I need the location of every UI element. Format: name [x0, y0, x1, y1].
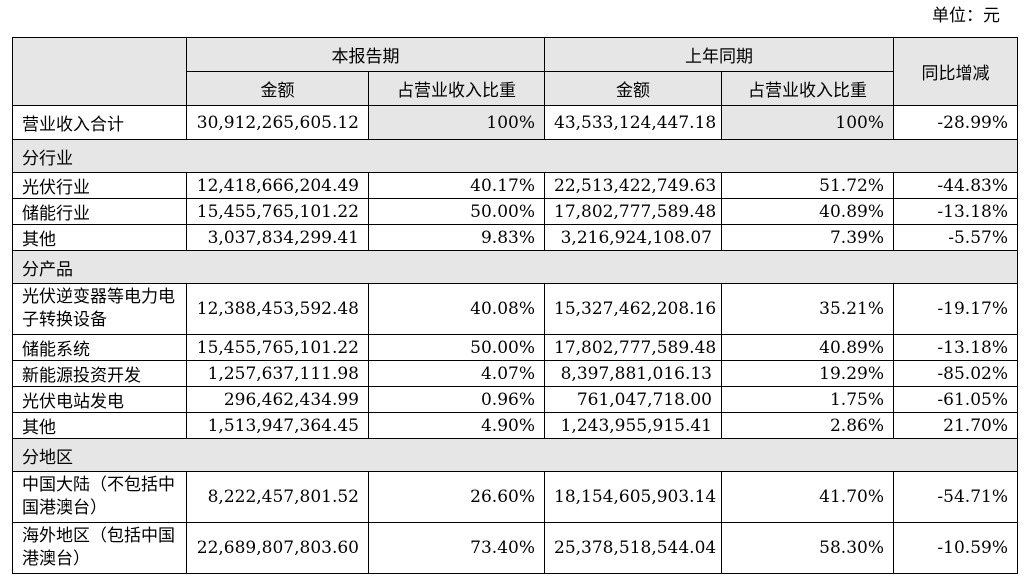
header-cur-amount: 金额: [186, 71, 369, 106]
row-prev-ratio: 40.89%: [721, 334, 894, 361]
row-cur-ratio: 73.40%: [368, 522, 545, 574]
row-yoy: -13.18%: [893, 198, 1018, 225]
row-prev-amount: 761,047,718.00: [544, 386, 722, 413]
revenue-table: 本报告期 上年同期 同比增减 金额 占营业收入比重 金额 占营业收入比重 营业收…: [12, 37, 1018, 574]
section-title: 分产品: [12, 250, 1018, 284]
row-cur-amount: 22,689,807,803.60: [186, 522, 369, 574]
row-cur-ratio: 4.90%: [368, 412, 545, 439]
row-cur-amount: 15,455,765,101.22: [186, 198, 369, 225]
header-prior-period: 上年同期: [544, 37, 894, 72]
total-row: 营业收入合计 30,912,265,605.12 100% 43,533,124…: [12, 105, 1018, 140]
header-current-period: 本报告期: [186, 37, 545, 72]
row-cur-amount: 1,257,637,111.98: [186, 360, 369, 387]
table-row: 中国大陆（不包括中国港澳台） 8,222,457,801.52 26.60% 18,1…: [12, 471, 1018, 523]
row-label: 其他: [12, 224, 187, 251]
row-prev-ratio: 19.29%: [721, 360, 894, 387]
section-row: 分行业: [12, 139, 1018, 173]
header-prev-ratio: 占营业收入比重: [721, 71, 894, 106]
row-cur-ratio: 50.00%: [368, 334, 545, 361]
table-row: 新能源投资开发 1,257,637,111.98 4.07% 8,397,881,01…: [12, 360, 1018, 387]
row-label: 光伏行业: [12, 172, 187, 199]
row-cur-ratio: 0.96%: [368, 386, 545, 413]
row-cur-amount: 8,222,457,801.52: [186, 471, 369, 523]
row-prev-ratio: 2.86%: [721, 412, 894, 439]
row-prev-ratio: 51.72%: [721, 172, 894, 199]
total-prev-amount: 43,533,124,447.18: [544, 105, 722, 140]
row-cur-amount: 3,037,834,299.41: [186, 224, 369, 251]
table-row: 其他 3,037,834,299.41 9.83% 3,216,924,108.07 7…: [12, 224, 1018, 251]
row-yoy: -5.57%: [893, 224, 1018, 251]
row-cur-ratio: 9.83%: [368, 224, 545, 251]
table-row: 光伏逆变器等电力电子转换设备 12,388,453,592.48 40.08% 15,…: [12, 283, 1018, 335]
row-prev-ratio: 7.39%: [721, 224, 894, 251]
section-title: 分地区: [12, 438, 1018, 472]
row-yoy: -85.02%: [893, 360, 1018, 387]
row-yoy: -19.17%: [893, 283, 1018, 335]
row-label: 新能源投资开发: [12, 360, 187, 387]
row-cur-amount: 15,455,765,101.22: [186, 334, 369, 361]
row-cur-amount: 12,418,666,204.49: [186, 172, 369, 199]
total-cur-ratio: 100%: [368, 105, 545, 140]
row-prev-amount: 17,802,777,589.48: [544, 198, 722, 225]
header-blank: [12, 37, 187, 106]
row-prev-ratio: 41.70%: [721, 471, 894, 523]
row-label: 海外地区（包括中国港澳台）: [12, 522, 187, 574]
row-prev-amount: 1,243,955,915.41: [544, 412, 722, 439]
row-cur-ratio: 40.08%: [368, 283, 545, 335]
row-cur-amount: 1,513,947,364.45: [186, 412, 369, 439]
header-prev-amount: 金额: [544, 71, 722, 106]
row-prev-amount: 18,154,605,903.14: [544, 471, 722, 523]
section-title: 分行业: [12, 139, 1018, 173]
row-cur-amount: 296,462,434.99: [186, 386, 369, 413]
row-cur-ratio: 50.00%: [368, 198, 545, 225]
row-prev-amount: 25,378,518,544.04: [544, 522, 722, 574]
row-yoy: -13.18%: [893, 334, 1018, 361]
header-cur-ratio: 占营业收入比重: [368, 71, 545, 106]
section-row: 分产品: [12, 250, 1018, 284]
table-row: 光伏行业 12,418,666,204.49 40.17% 22,513,422,74…: [12, 172, 1018, 199]
table-row: 海外地区（包括中国港澳台） 22,689,807,803.60 73.40% 25,3…: [12, 522, 1018, 574]
table-row: 其他 1,513,947,364.45 4.90% 1,243,955,915.41 2…: [12, 412, 1018, 439]
row-cur-ratio: 40.17%: [368, 172, 545, 199]
unit-label: 单位：元: [932, 6, 1000, 26]
total-cur-amount: 30,912,265,605.12: [186, 105, 369, 140]
row-prev-ratio: 58.30%: [721, 522, 894, 574]
header-yoy: 同比增减: [893, 37, 1018, 106]
row-label: 中国大陆（不包括中国港澳台）: [12, 471, 187, 523]
row-cur-ratio: 26.60%: [368, 471, 545, 523]
row-prev-amount: 15,327,462,208.16: [544, 283, 722, 335]
table-row: 储能行业 15,455,765,101.22 50.00% 17,802,777,58…: [12, 198, 1018, 225]
row-cur-ratio: 4.07%: [368, 360, 545, 387]
row-prev-ratio: 1.75%: [721, 386, 894, 413]
row-label: 储能行业: [12, 198, 187, 225]
section-row: 分地区: [12, 438, 1018, 472]
row-yoy: -44.83%: [893, 172, 1018, 199]
row-label: 光伏逆变器等电力电子转换设备: [12, 283, 187, 335]
row-prev-amount: 17,802,777,589.48: [544, 334, 722, 361]
total-label: 营业收入合计: [12, 105, 187, 140]
table-row: 储能系统 15,455,765,101.22 50.00% 17,802,777,58…: [12, 334, 1018, 361]
row-yoy: -10.59%: [893, 522, 1018, 574]
row-prev-ratio: 35.21%: [721, 283, 894, 335]
row-yoy: -54.71%: [893, 471, 1018, 523]
row-yoy: -61.05%: [893, 386, 1018, 413]
row-cur-amount: 12,388,453,592.48: [186, 283, 369, 335]
row-prev-amount: 22,513,422,749.63: [544, 172, 722, 199]
row-yoy: 21.70%: [893, 412, 1018, 439]
total-prev-ratio: 100%: [721, 105, 894, 140]
row-prev-ratio: 40.89%: [721, 198, 894, 225]
total-yoy: -28.99%: [893, 105, 1018, 140]
row-label: 储能系统: [12, 334, 187, 361]
row-label: 其他: [12, 412, 187, 439]
row-prev-amount: 3,216,924,108.07: [544, 224, 722, 251]
row-label: 光伏电站发电: [12, 386, 187, 413]
row-prev-amount: 8,397,881,016.13: [544, 360, 722, 387]
table-row: 光伏电站发电 296,462,434.99 0.96% 761,047,718.00 1…: [12, 386, 1018, 413]
